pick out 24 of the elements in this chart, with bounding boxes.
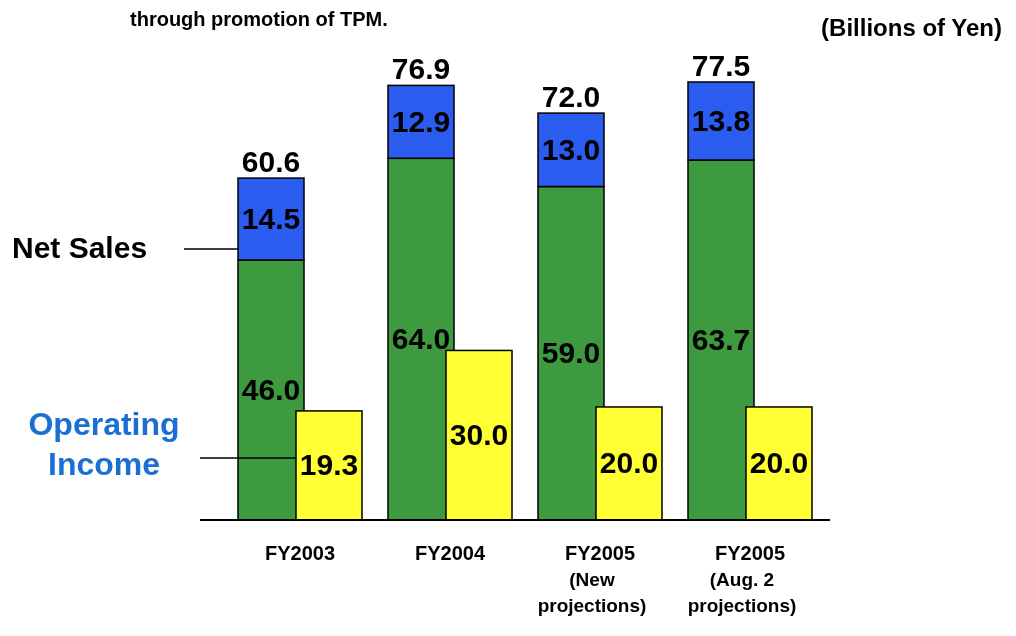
- data-label: 30.0: [449, 418, 509, 452]
- data-label: 63.7: [691, 323, 751, 356]
- annotation: 76.9: [391, 52, 451, 86]
- x-tick-label: FY2003: [264, 542, 336, 564]
- x-tick-label: FY2005 (Aug. 2 projections): [687, 542, 797, 616]
- legend-label: Operating Income: [28, 406, 180, 482]
- data-label: 46.0: [241, 373, 301, 407]
- data-label: 14.5: [241, 202, 301, 236]
- data-label: 64.0: [391, 322, 451, 356]
- data-label: 20.0: [599, 446, 659, 480]
- text: (Billions of Yen): [821, 14, 1002, 41]
- chart-title: through promotion of TPM.: [130, 8, 388, 30]
- annotation: 77.5: [691, 49, 751, 82]
- text: Net Sales: [12, 231, 148, 264]
- data-label: 12.9: [391, 104, 451, 138]
- annotation: 72.0: [541, 80, 601, 114]
- annotation: 60.6: [241, 144, 301, 178]
- data-label: 13.0: [541, 132, 601, 166]
- x-tick-label: FY2005 (New projections): [537, 542, 647, 616]
- data-label: 19.3: [299, 448, 359, 482]
- x-tick-label: FY2004: [414, 542, 486, 564]
- data-label: 20.0: [749, 446, 809, 480]
- data-label: 13.8: [691, 104, 751, 137]
- data-label: 59.0: [541, 336, 601, 370]
